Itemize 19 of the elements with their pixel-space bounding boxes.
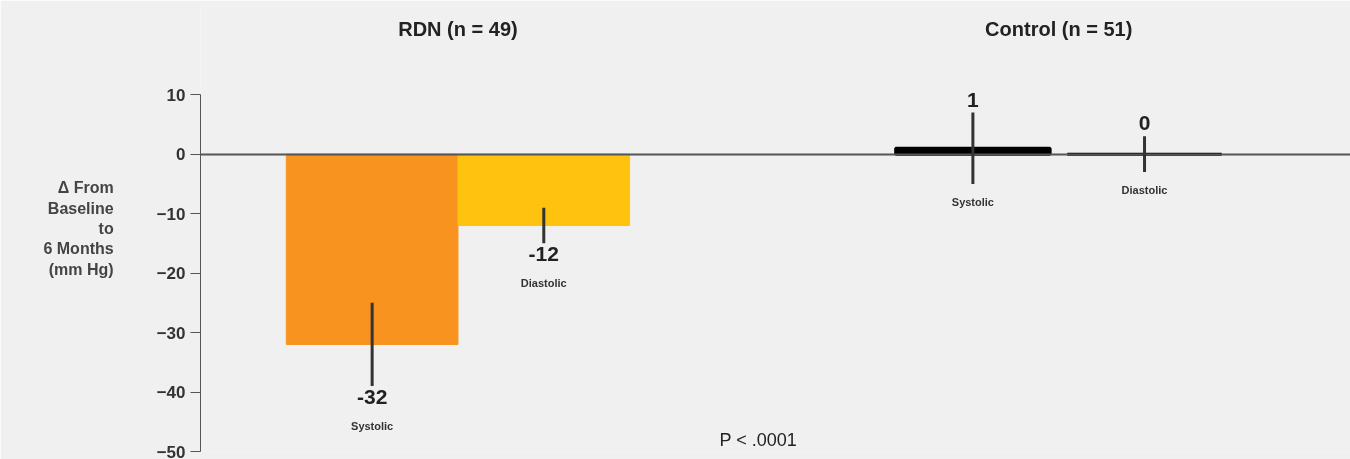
data-label: -12 bbox=[528, 242, 559, 266]
text: RDN (n = 49) bbox=[398, 17, 518, 40]
x-tick-label: Diastolic bbox=[1121, 184, 1168, 197]
y-axis-title: Δ From Baseline to 6 Months (mm Hg) bbox=[43, 179, 114, 278]
data-label: 0 bbox=[1138, 111, 1151, 135]
y-tick-label: 10 bbox=[166, 85, 186, 105]
data-label: 1 bbox=[967, 87, 980, 111]
y-tick-label: −10 bbox=[156, 204, 186, 224]
y-tick-label: −40 bbox=[156, 383, 186, 403]
x-tick-label: Systolic bbox=[351, 420, 394, 433]
text: Control (n = 51) bbox=[985, 17, 1133, 40]
y-tick-label: −30 bbox=[156, 323, 186, 343]
data-label: -32 bbox=[356, 385, 388, 409]
annotation: P < .0001 bbox=[719, 429, 797, 450]
y-tick-label: −20 bbox=[156, 264, 186, 284]
y-tick-label: −50 bbox=[156, 442, 186, 459]
x-tick-label: Diastolic bbox=[520, 277, 567, 290]
y-tick-label: 0 bbox=[176, 145, 186, 165]
x-tick-label: Systolic bbox=[951, 195, 994, 208]
